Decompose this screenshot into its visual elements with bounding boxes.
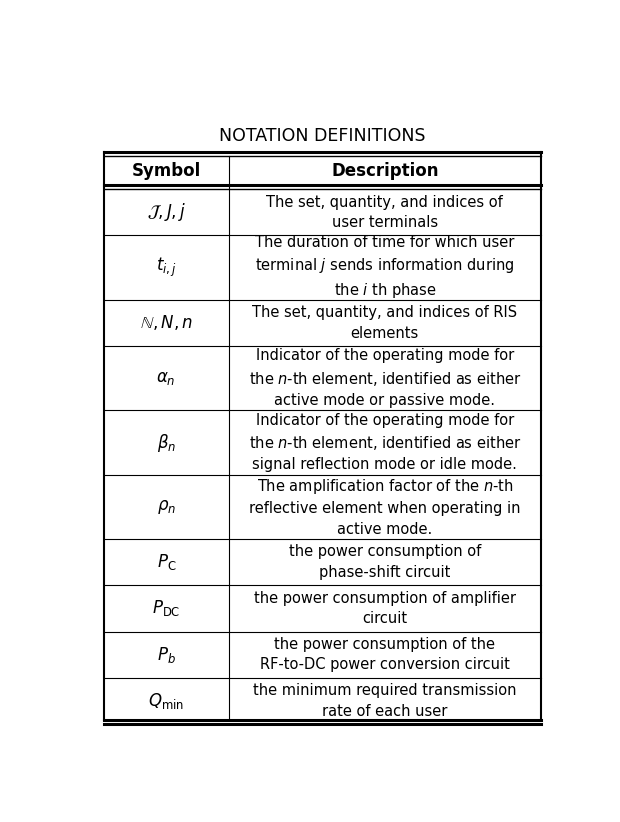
Text: $P_{\mathrm{DC}}$: $P_{\mathrm{DC}}$: [152, 598, 180, 618]
Text: The set, quantity, and indices of RIS
elements: The set, quantity, and indices of RIS el…: [252, 305, 518, 340]
Text: $\mathbb{N}, N, n$: $\mathbb{N}, N, n$: [140, 313, 193, 332]
Text: $\rho_n$: $\rho_n$: [157, 498, 176, 516]
Text: NOTATION DEFINITIONS: NOTATION DEFINITIONS: [219, 127, 426, 145]
Text: Description: Description: [331, 162, 438, 180]
Text: Symbol: Symbol: [131, 162, 201, 180]
Text: $P_{\mathrm{C}}$: $P_{\mathrm{C}}$: [156, 552, 176, 572]
Text: the power consumption of
phase-shift circuit: the power consumption of phase-shift cir…: [289, 544, 481, 580]
Text: the power consumption of amplifier
circuit: the power consumption of amplifier circu…: [254, 591, 516, 626]
Text: $\mathcal{J}, J, j$: $\mathcal{J}, J, j$: [147, 201, 186, 224]
Text: the power consumption of the
RF-to-DC power conversion circuit: the power consumption of the RF-to-DC po…: [260, 637, 510, 672]
Text: $t_{i,j}$: $t_{i,j}$: [156, 256, 177, 279]
Text: The amplification factor of the $n$-th
reflective element when operating in
acti: The amplification factor of the $n$-th r…: [249, 477, 521, 537]
Text: the minimum required transmission
rate of each user: the minimum required transmission rate o…: [253, 683, 516, 718]
Text: $\beta_n$: $\beta_n$: [157, 432, 176, 454]
Text: $Q_{\mathrm{min}}$: $Q_{\mathrm{min}}$: [148, 690, 184, 711]
Text: Indicator of the operating mode for
the $n$-th element, identified as either
act: Indicator of the operating mode for the …: [249, 349, 521, 408]
Text: Indicator of the operating mode for
the $n$-th element, identified as either
sig: Indicator of the operating mode for the …: [249, 413, 521, 473]
Text: $P_b$: $P_b$: [157, 644, 175, 665]
Text: The duration of time for which user
terminal $j$ sends information during
the $i: The duration of time for which user term…: [255, 235, 515, 300]
Text: The set, quantity, and indices of
user terminals: The set, quantity, and indices of user t…: [267, 195, 503, 230]
Text: $\alpha_n$: $\alpha_n$: [156, 370, 176, 386]
